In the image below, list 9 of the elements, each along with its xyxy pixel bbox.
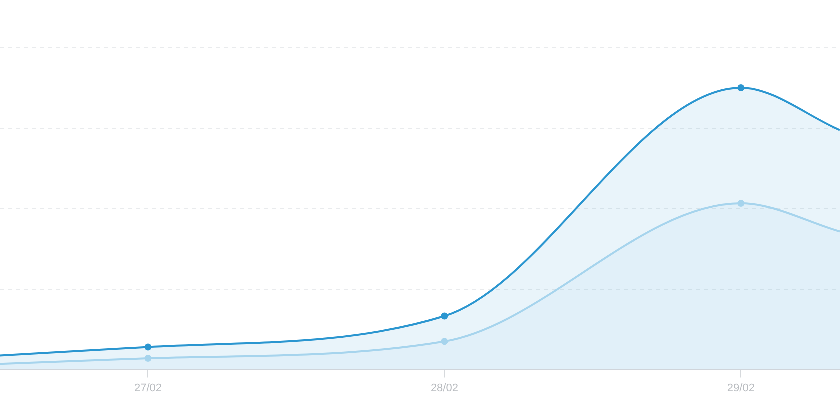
x-tick-label: 29/02 [727, 382, 755, 394]
point [144, 355, 152, 362]
point [441, 338, 448, 346]
point [441, 312, 448, 320]
x-tick-label: 27/02 [134, 382, 162, 394]
point [738, 200, 745, 208]
point [738, 84, 745, 92]
point [144, 344, 152, 351]
x-tick-label: 28/02 [430, 382, 458, 394]
